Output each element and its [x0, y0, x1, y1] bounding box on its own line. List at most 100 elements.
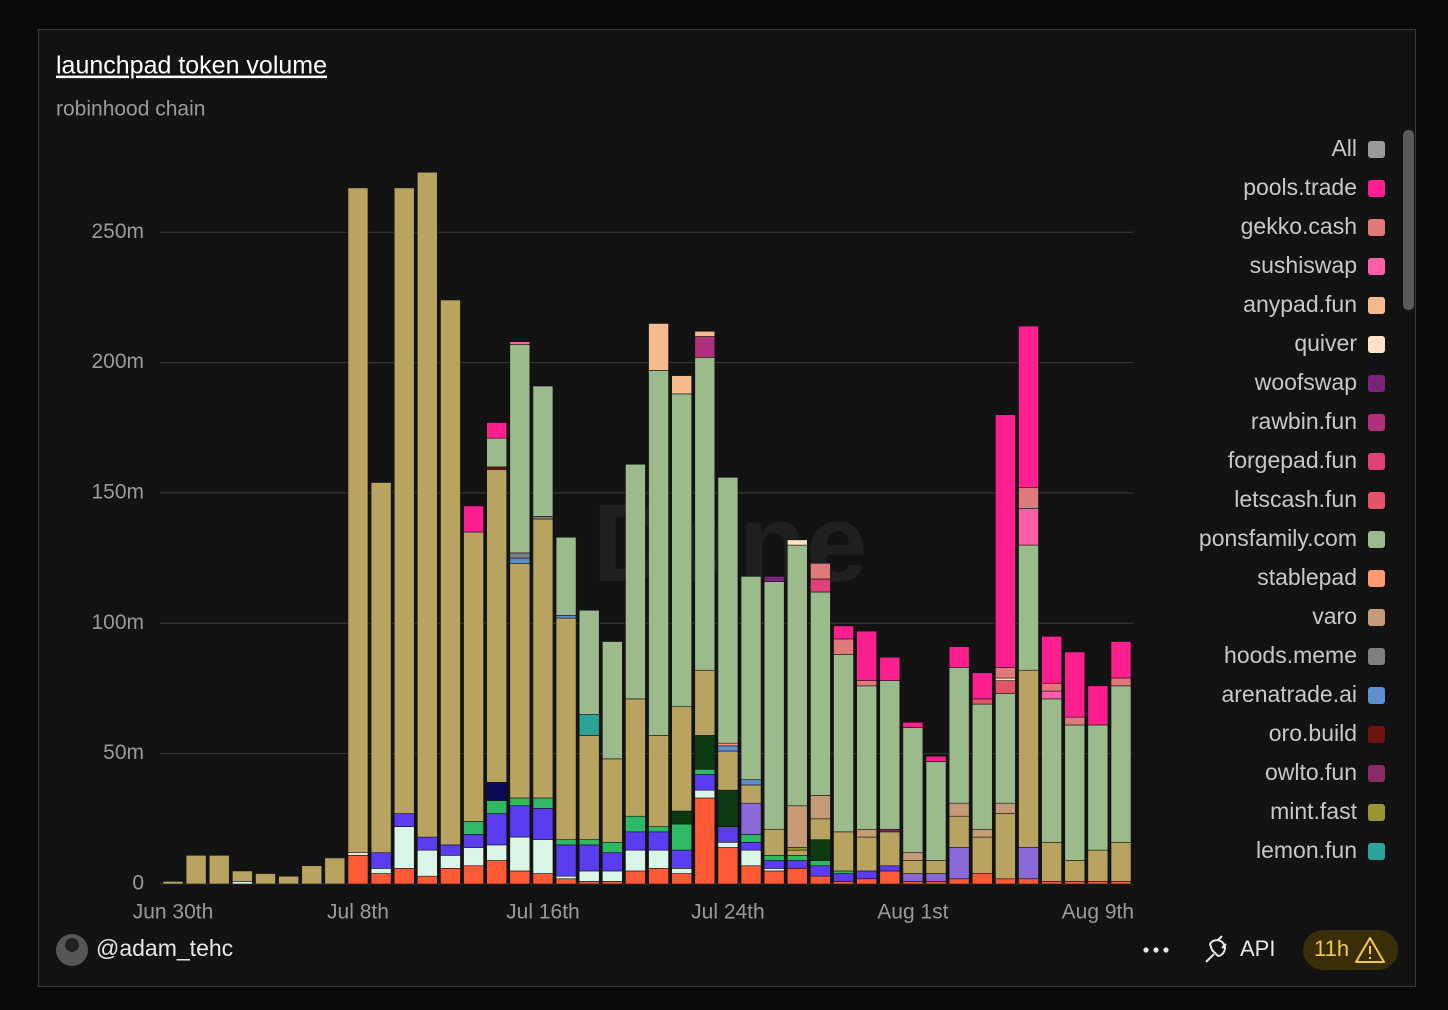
bar-segment [1064, 724, 1086, 861]
bar-segment [555, 875, 577, 880]
bar-segment [995, 813, 1016, 880]
legend-swatch [1368, 414, 1385, 431]
legend-label[interactable]: ponsfamily.com [1199, 525, 1357, 551]
bar-segment [347, 852, 369, 856]
bar-segment [694, 330, 716, 337]
bar-segment [463, 531, 484, 822]
bar-segment [486, 860, 508, 885]
legend-label[interactable]: pools.trade [1243, 174, 1357, 200]
bar-segment [717, 841, 739, 848]
legend-label[interactable]: stablepad [1257, 564, 1357, 590]
legend-label[interactable]: anypad.fun [1243, 291, 1357, 317]
bar-segment [648, 323, 669, 371]
bar-segment [925, 860, 947, 874]
legend-swatch [1368, 375, 1385, 392]
bar-segment [786, 849, 808, 856]
bar-segment [463, 821, 484, 835]
scrollbar[interactable] [1403, 130, 1414, 310]
bar-segment [440, 868, 461, 885]
legend-label[interactable]: woofswap [1254, 369, 1357, 395]
legend-label[interactable]: lemon.fun [1256, 837, 1357, 863]
warning-icon [1355, 937, 1385, 963]
bar-segment [671, 706, 692, 812]
bar-segment [185, 855, 207, 885]
bar-segment [625, 815, 646, 833]
bar-segment [948, 802, 970, 817]
bar-segment [810, 818, 831, 840]
bar-segment [1018, 508, 1039, 546]
bar-segment [1018, 847, 1039, 880]
age-badge[interactable] [1303, 930, 1398, 970]
legend-label[interactable]: hoods.meme [1224, 642, 1357, 668]
legend-label[interactable]: quiver [1294, 330, 1357, 356]
bar-segment [971, 828, 993, 838]
bar-segment [763, 581, 785, 830]
legend-label[interactable]: forgepad.fun [1228, 447, 1357, 473]
legend-label[interactable]: letscash.fun [1234, 486, 1357, 512]
legend-label[interactable]: owlto.fun [1265, 759, 1357, 785]
bar-segment [694, 357, 716, 671]
bar-segment [856, 680, 877, 687]
bar-segment [555, 536, 577, 616]
bar-segment [971, 672, 993, 700]
api-label[interactable]: API [1240, 936, 1275, 961]
bar-segment [370, 868, 392, 874]
bar-segment [602, 870, 623, 882]
bar-segment [625, 698, 646, 817]
bar-segment [1087, 685, 1109, 726]
bar-segment [509, 870, 531, 885]
legend-label[interactable]: oro.build [1269, 720, 1357, 746]
bar-segment [463, 505, 484, 533]
bar-segment [810, 795, 831, 820]
legend-swatch [1368, 570, 1385, 587]
legend-label[interactable]: rawbin.fun [1251, 408, 1357, 434]
bar-segment [370, 482, 392, 854]
bar-segment [1018, 325, 1039, 489]
bar-segment [578, 844, 600, 872]
age-label: 11h [1314, 936, 1349, 961]
legend-swatch [1368, 648, 1385, 665]
legend-label[interactable]: gekko.cash [1241, 213, 1357, 239]
bar-segment [694, 768, 716, 775]
legend-label[interactable]: varo [1312, 603, 1357, 629]
bar-segment [786, 860, 808, 869]
bar-segment [509, 344, 531, 554]
legend-swatch [1368, 726, 1385, 743]
bar-segment [578, 714, 600, 736]
chart-subtitle: robinhood chain [56, 98, 205, 121]
bar-segment [786, 868, 808, 885]
y-tick-label: 250m [91, 220, 144, 243]
bar-segment [902, 873, 924, 882]
legend-label[interactable]: sushiswap [1250, 252, 1357, 278]
bar-segment [648, 370, 669, 736]
chart-title[interactable]: launchpad token volume [56, 52, 327, 80]
bar-segment [232, 881, 253, 885]
bar-segment [763, 868, 785, 872]
bar-segment [833, 870, 854, 874]
bar-segment [578, 839, 600, 846]
more-menu[interactable] [1143, 947, 1169, 953]
legend-swatch [1368, 297, 1385, 314]
bar-segment [810, 563, 831, 580]
bar-segment [532, 808, 554, 840]
legend-all[interactable]: All [1331, 135, 1357, 161]
bar-segment [810, 591, 831, 796]
bar-segment [971, 698, 993, 705]
bar-segment [1018, 669, 1039, 848]
bar-segment [417, 875, 438, 885]
legend-label[interactable]: arenatrade.ai [1221, 681, 1357, 707]
bar-segment [856, 836, 877, 872]
bar-segment [995, 680, 1016, 694]
legend-swatch [1368, 492, 1385, 509]
author[interactable]: @adam_tehc [96, 935, 233, 961]
bar-segment [948, 847, 970, 880]
bar-segment [1087, 881, 1109, 885]
bar-segment [902, 727, 924, 854]
legend-label[interactable]: mint.fast [1270, 798, 1358, 824]
bar-segment [232, 870, 253, 882]
api-icon[interactable] [1205, 935, 1227, 963]
bar-segment [948, 646, 970, 668]
bar-segment [486, 800, 508, 814]
bar-segment [532, 516, 554, 520]
bar-segment [694, 336, 716, 358]
